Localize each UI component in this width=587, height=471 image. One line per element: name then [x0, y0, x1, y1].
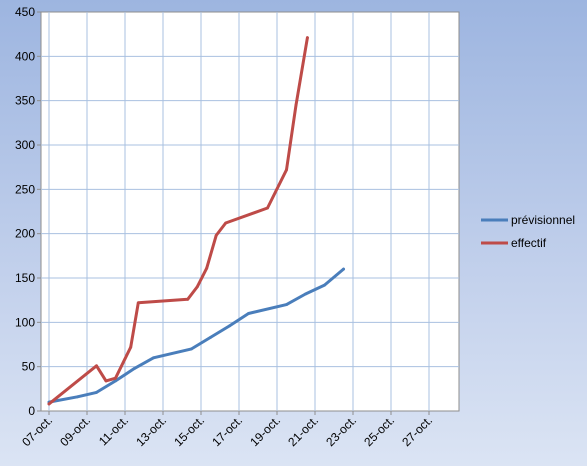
data-point: [129, 345, 133, 349]
data-point: [195, 285, 199, 289]
data-point: [186, 297, 190, 301]
data-point: [224, 221, 228, 225]
data-point: [76, 395, 79, 399]
y-axis-ticks: 0 50 100 150 200 250 300 350 400 450: [15, 5, 41, 418]
y-tick-label: 400: [15, 49, 35, 63]
data-point: [95, 391, 98, 394]
y-tick-label: 0: [28, 404, 35, 418]
y-tick-label: 200: [15, 227, 35, 241]
data-point: [285, 168, 288, 172]
data-point: [266, 206, 269, 210]
data-point: [133, 367, 136, 370]
data-point: [342, 267, 345, 271]
data-point: [205, 266, 209, 270]
data-point: [306, 36, 309, 40]
legend-label: prévisionnel: [511, 213, 575, 227]
series-line-0: [47, 267, 345, 404]
data-point: [304, 292, 307, 296]
data-point: [323, 283, 326, 287]
data-point: [209, 336, 212, 339]
legend-label: effectif: [511, 236, 547, 250]
data-point: [190, 347, 193, 351]
data-point: [114, 379, 117, 383]
series-lines: [47, 36, 345, 406]
data-point: [114, 376, 117, 380]
data-point: [152, 356, 155, 360]
data-point: [95, 364, 98, 368]
data-point: [214, 234, 218, 237]
data-point: [247, 312, 250, 315]
data-point: [294, 103, 298, 107]
legend: prévisionnel effectif: [481, 213, 575, 250]
data-point: [47, 402, 51, 406]
data-point: [136, 301, 140, 305]
data-point: [104, 379, 108, 383]
y-tick-label: 250: [15, 182, 35, 196]
data-point: [285, 303, 288, 306]
y-tick-label: 350: [15, 94, 35, 108]
y-tick-label: 150: [15, 271, 35, 285]
y-tick-label: 50: [22, 360, 36, 374]
plot-area: [40, 11, 460, 412]
y-tick-label: 100: [15, 315, 35, 329]
y-tick-label: 300: [15, 138, 35, 152]
gridlines: [41, 12, 459, 411]
data-point: [228, 324, 231, 328]
y-tick-label: 450: [15, 5, 35, 19]
